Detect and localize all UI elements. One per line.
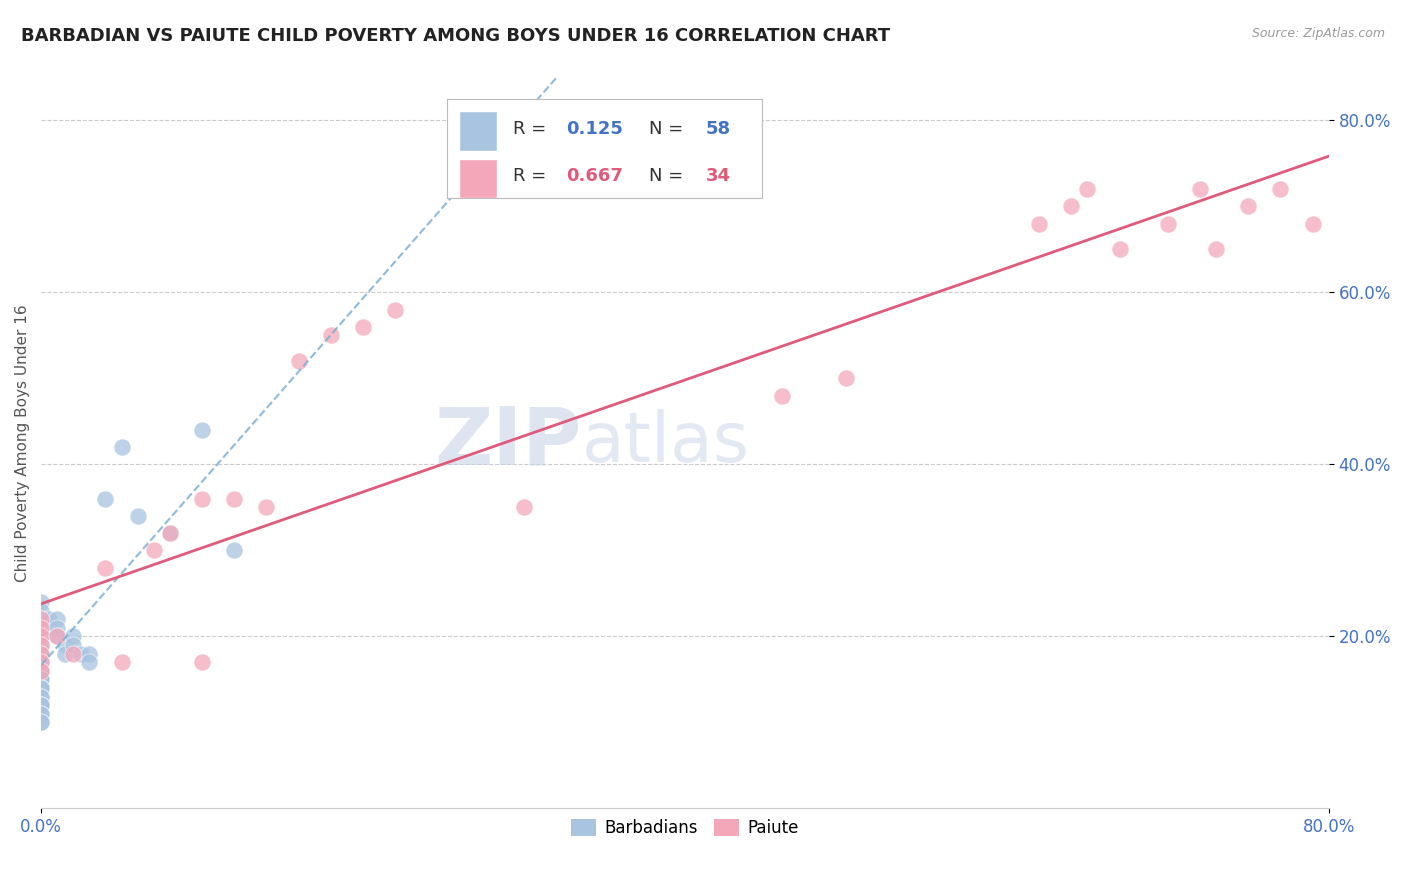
Point [62,638,84,652]
Point [1188,182,1211,196]
Point [30,690,52,704]
Point [30,630,52,644]
Point [159,526,181,541]
Point [384,302,406,317]
Point [256,500,278,515]
Point [30,647,52,661]
Point [127,509,149,524]
Text: BARBADIAN VS PAIUTE CHILD POVERTY AMONG BOYS UNDER 16 CORRELATION CHART: BARBADIAN VS PAIUTE CHILD POVERTY AMONG … [21,27,890,45]
Point [30,681,52,695]
Point [835,371,858,385]
Point [30,638,52,652]
Point [110,655,132,669]
Point [30,673,52,687]
Point [1060,199,1083,213]
Point [110,440,132,454]
Point [352,319,374,334]
Point [224,491,246,506]
Text: Source: ZipAtlas.com: Source: ZipAtlas.com [1251,27,1385,40]
Point [30,715,52,730]
Point [30,706,52,721]
Point [30,621,52,635]
Point [142,543,165,558]
Point [30,655,52,669]
Point [70,647,93,661]
Point [770,389,793,403]
Point [94,560,117,574]
Point [30,638,52,652]
Point [30,630,52,644]
Point [30,655,52,669]
Point [30,673,52,687]
Point [30,664,52,678]
Point [62,647,84,661]
Y-axis label: Child Poverty Among Boys Under 16: Child Poverty Among Boys Under 16 [15,304,30,582]
Point [79,655,101,669]
Point [30,604,52,618]
Point [30,630,52,644]
Text: atlas: atlas [582,409,749,476]
Point [513,500,536,515]
Point [30,647,52,661]
Point [1076,182,1098,196]
Point [159,526,181,541]
Point [1237,199,1260,213]
Point [30,638,52,652]
Point [53,647,76,661]
Point [94,491,117,506]
Point [30,681,52,695]
Point [30,612,52,626]
Point [30,664,52,678]
Point [1302,217,1324,231]
Point [30,638,52,652]
Point [30,621,52,635]
Point [46,630,69,644]
Point [30,681,52,695]
Point [1205,243,1227,257]
Point [30,698,52,713]
Point [30,698,52,713]
Point [30,715,52,730]
Point [224,543,246,558]
Point [38,621,60,635]
Point [30,706,52,721]
Point [62,630,84,644]
Point [191,423,214,437]
Point [30,690,52,704]
Point [30,647,52,661]
Point [1028,217,1050,231]
Point [38,612,60,626]
Point [319,328,342,343]
Point [53,638,76,652]
Point [191,491,214,506]
Point [287,354,309,368]
Point [30,655,52,669]
Text: ZIP: ZIP [434,404,582,482]
Point [30,681,52,695]
Point [30,664,52,678]
Point [30,664,52,678]
Point [30,664,52,678]
Point [30,664,52,678]
Point [30,673,52,687]
Point [1270,182,1292,196]
Point [30,612,52,626]
Point [30,698,52,713]
Point [30,647,52,661]
Legend: Barbadians, Paiute: Barbadians, Paiute [564,813,806,844]
Point [30,630,52,644]
Point [30,621,52,635]
Point [1157,217,1180,231]
Point [46,621,69,635]
Point [191,655,214,669]
Point [30,595,52,609]
Point [79,647,101,661]
Point [30,673,52,687]
Point [46,612,69,626]
Point [46,630,69,644]
Point [1108,243,1130,257]
Point [30,647,52,661]
Point [30,655,52,669]
